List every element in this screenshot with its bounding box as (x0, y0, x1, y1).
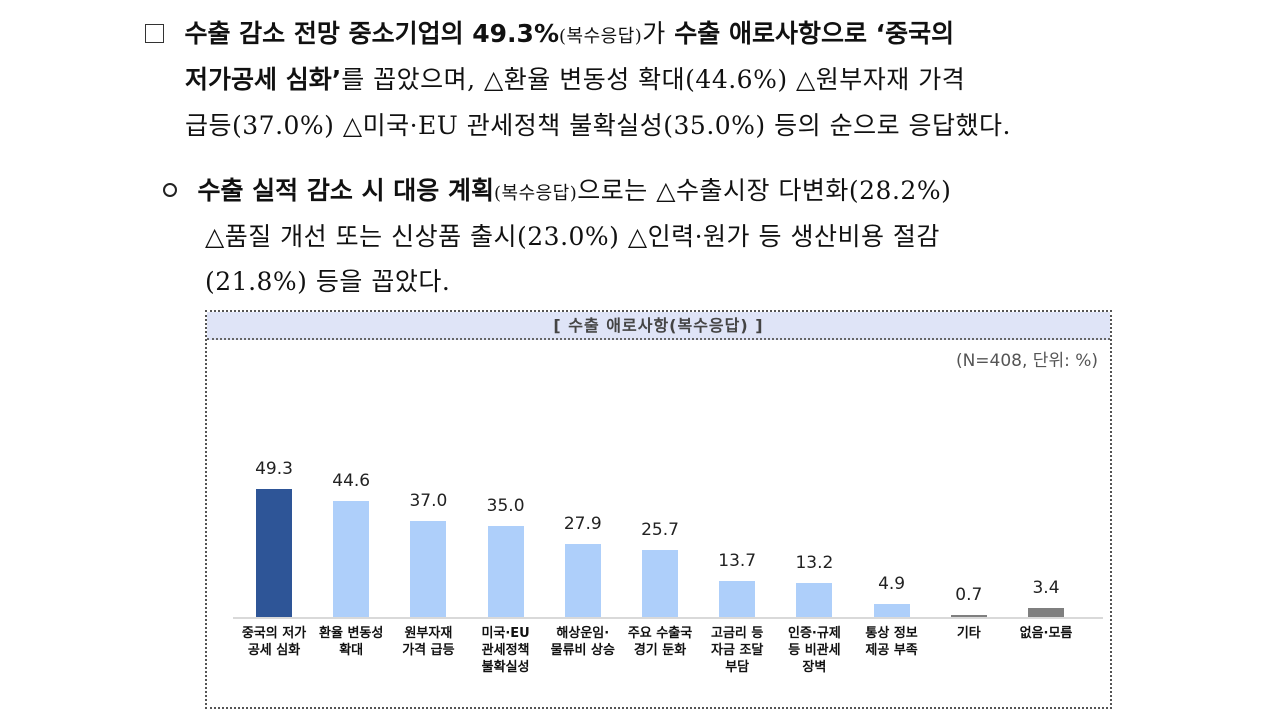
chart-baseline (233, 617, 1103, 619)
paragraph2-line2: △품질 개선 또는 신상품 출시(23.0%) △인력·원가 등 생산비용 절감 (205, 217, 940, 253)
bar (1028, 608, 1064, 617)
bar (719, 581, 756, 617)
square-bullet-icon (145, 24, 164, 43)
circle-bullet-icon (163, 183, 177, 197)
bold-text: 수출 애로사항으로 ‘중국의 (674, 19, 955, 48)
paragraph1-line2: 저가공세 심화’를 꼽았으며, △환율 변동성 확대(44.6%) △원부자재 … (185, 60, 965, 96)
category-label: 고금리 등 자금 조달 부담 (711, 626, 764, 675)
paragraph2-line3: (21.8%) 등을 꼽았다. (205, 262, 450, 298)
bar-value-label: 0.7 (955, 585, 983, 605)
category-label: 환율 변동성 확대 (319, 626, 384, 658)
paragraph1-line1: 수출 감소 전망 중소기업의 49.3%(복수응답)가 수출 애로사항으로 ‘중… (145, 14, 954, 50)
bar-value-label: 4.9 (878, 574, 906, 595)
bar (796, 582, 833, 617)
bar-value-label: 13.7 (718, 551, 757, 572)
category-label: 해상운임· 물류비 상승 (550, 626, 615, 658)
bar-value-label: 27.9 (563, 514, 602, 535)
category-label: 미국·EU 관세정책 불확실성 (481, 626, 530, 675)
bar-value-label: 13.2 (795, 552, 834, 573)
bar-value-label: 49.3 (255, 458, 293, 479)
chart-sample-note: (N=408, 단위: %) (955, 351, 1098, 371)
text: 으로는 △수출시장 다변화(28.2%) (577, 176, 952, 205)
category-label: 중국의 저가 공세 심화 (241, 626, 307, 658)
bold-text: 수출 실적 감소 시 대응 계획 (197, 176, 494, 205)
text: △품질 개선 또는 신상품 출시(23.0%) △인력·원가 등 생산비용 절감 (205, 222, 940, 251)
bar (950, 615, 987, 617)
bold-text: 수출 감소 전망 중소기업의 49.3% (184, 19, 559, 48)
paragraph1-line3: 급등(37.0%) △미국·EU 관세정책 불확실성(35.0%) 등의 순으로… (185, 106, 1011, 142)
bar (333, 501, 370, 617)
bold-text: 저가공세 심화’ (185, 65, 342, 94)
bar-value-label: 44.6 (332, 471, 371, 492)
category-label: 기타 (956, 626, 981, 641)
chart-title: [ 수출 애로사항(복수응답) ] (207, 312, 1110, 340)
bar-value-label: 25.7 (641, 520, 679, 541)
bar (410, 520, 447, 617)
bar (256, 488, 292, 617)
category-label: 없음·모름 (1019, 626, 1073, 641)
bar (873, 604, 910, 617)
category-label: 인증·규제 등 비관세 장벽 (788, 626, 841, 675)
category-label: 주요 수출국 경기 둔화 (627, 626, 693, 658)
bar-value-label: 35.0 (486, 496, 525, 516)
text: 를 꼽았으며, △환율 변동성 확대(44.6%) △원부자재 가격 (341, 65, 966, 94)
text: 급등(37.0%) △미국·EU 관세정책 불확실성(35.0%) 등의 순으로… (185, 111, 1011, 140)
paragraph2-line1: 수출 실적 감소 시 대응 계획(복수응답)으로는 △수출시장 다변화(28.2… (163, 171, 951, 207)
bar (564, 544, 601, 617)
bar (487, 526, 524, 617)
text: (21.8%) 등을 꼽았다. (205, 267, 451, 296)
bar-value-label: 37.0 (409, 490, 448, 511)
small-note: (복수응답) (493, 183, 578, 204)
chart-frame: [ 수출 애로사항(복수응답) ] (N=408, 단위: %) 49.3 중국의… (205, 310, 1112, 709)
bar (642, 550, 678, 617)
bar-value-label: 3.4 (1032, 578, 1060, 599)
category-label: 원부자재 가격 급등 (402, 626, 455, 658)
category-label: 통상 정보 제공 부족 (865, 626, 918, 658)
small-note: (복수응답) (559, 26, 643, 47)
text: 가 (642, 19, 675, 48)
